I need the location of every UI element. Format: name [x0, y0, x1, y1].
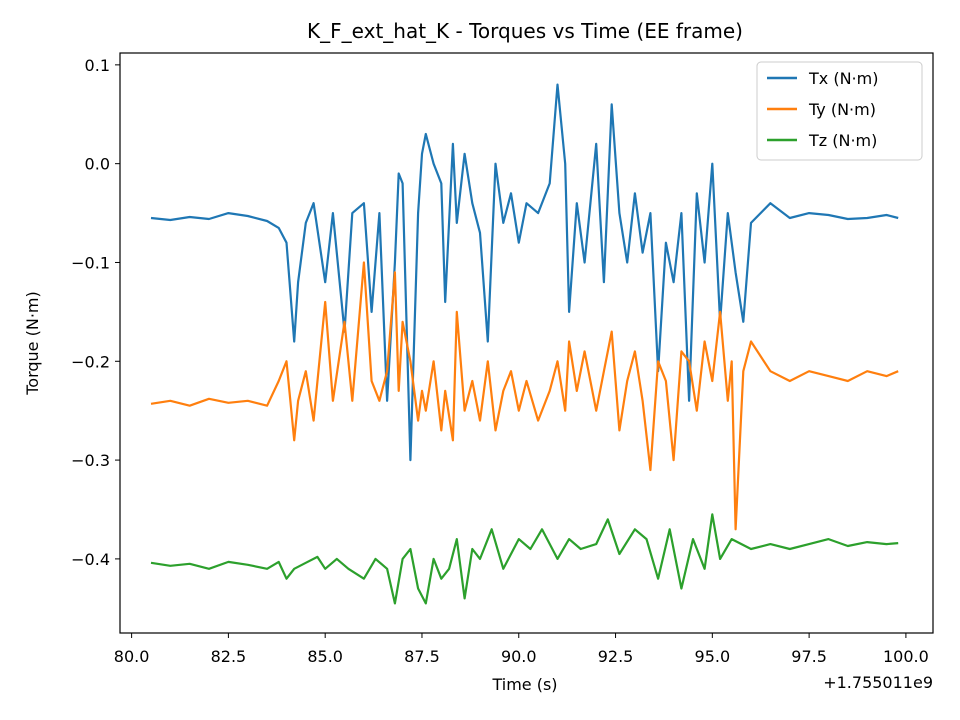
x-tick-label: 92.5 [598, 647, 634, 666]
legend-items: Tx (N·m) Ty (N·m) Tz (N·m) [767, 69, 878, 150]
plot-frame [119, 52, 934, 634]
y-tick-label: −0.3 [71, 451, 110, 470]
chart-title: K_F_ext_hat_K - Torques vs Time (EE fram… [307, 19, 743, 43]
series-line-1 [150, 261, 899, 531]
x-tick-label: 100.0 [883, 647, 929, 666]
y-tick-label: −0.1 [71, 253, 110, 272]
legend-label: Tx (N·m) [808, 69, 878, 88]
y-tick-label: 0.1 [85, 56, 110, 75]
x-tick-label: 80.0 [114, 647, 150, 666]
x-tick-label: 97.5 [791, 647, 827, 666]
y-tick-label: −0.4 [71, 550, 110, 569]
x-axis-ticks: 80.0 82.5 85.0 87.5 90.0 92.5 95.0 97.5 100.0 [114, 633, 929, 666]
legend-box [756, 61, 923, 161]
x-tick-label: 82.5 [211, 647, 247, 666]
plot-lines [150, 83, 899, 605]
series-line-2 [150, 513, 899, 605]
legend: Tx (N·m) Ty (N·m) Tz (N·m) [756, 61, 923, 161]
x-tick-label: 90.0 [501, 647, 537, 666]
x-axis-label: Time (s) [491, 675, 557, 694]
x-tick-label: 95.0 [695, 647, 731, 666]
y-tick-label: 0.0 [85, 155, 110, 174]
y-tick-label: −0.2 [71, 352, 110, 371]
x-tick-label: 87.5 [404, 647, 440, 666]
x-tick-label: 85.0 [307, 647, 343, 666]
series-line-0 [150, 83, 899, 462]
y-axis-ticks: 0.1 0.0 −0.1 −0.2 −0.3 −0.4 [71, 56, 120, 569]
legend-label: Tz (N·m) [808, 131, 877, 150]
y-axis-label: Torque (N·m) [23, 291, 42, 396]
legend-label: Ty (N·m) [808, 100, 876, 119]
x-axis-offset-label: +1.755011e9 [823, 673, 933, 692]
